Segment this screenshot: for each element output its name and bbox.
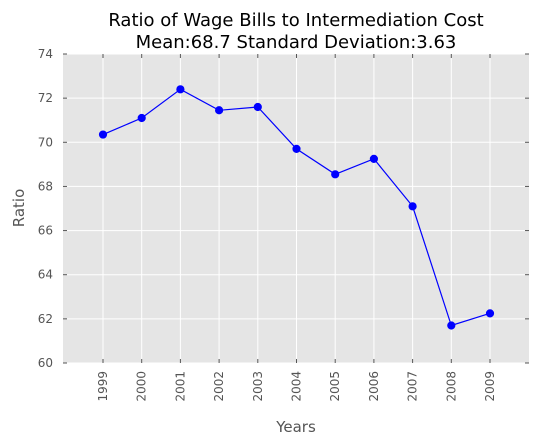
y-axis-label: Ratio [10,189,28,228]
data-point [215,106,224,115]
x-tick-label: 2008 [444,371,458,402]
y-tick-label: 64 [38,268,53,282]
y-tick-label: 62 [38,312,53,326]
data-point [292,144,301,154]
x-tick-label: 2006 [367,371,381,402]
series-group [98,85,495,330]
chart-subtitle: Mean:68.7 Standard Deviation:3.63 [136,32,457,53]
data-point [176,85,185,94]
y-tick-label: 60 [38,356,53,370]
y-tick-label: 70 [38,135,53,149]
x-tick-label: 2002 [212,371,226,402]
data-point [331,170,340,179]
data-point [253,102,262,112]
y-tick-label: 74 [38,47,53,61]
x-tick-label: 2000 [135,371,149,402]
y-tick-label: 66 [38,224,53,238]
y-tick-label: 68 [38,179,53,193]
x-tick-label: 2003 [251,371,265,402]
x-tick-label: 1999 [96,371,110,402]
chart-title: Ratio of Wage Bills to Intermediation Co… [108,10,483,31]
data-point [137,113,146,123]
data-point [369,154,378,163]
x-tick-label: 2004 [290,371,304,402]
data-point [98,130,108,139]
data-point [408,202,417,211]
data-point [485,309,495,318]
x-tick-label: 2001 [173,371,187,402]
ticks: 60 62 64 66 68 70 72 74 1999 2000 2001 2002 2003 2004… [38,47,529,402]
x-tick-label: 2007 [406,371,420,402]
y-tick-label: 72 [38,91,53,105]
data-point [447,321,456,330]
x-axis-label: Years [275,418,316,436]
x-tick-label: 2009 [483,371,497,402]
x-tick-label: 2005 [328,371,342,402]
